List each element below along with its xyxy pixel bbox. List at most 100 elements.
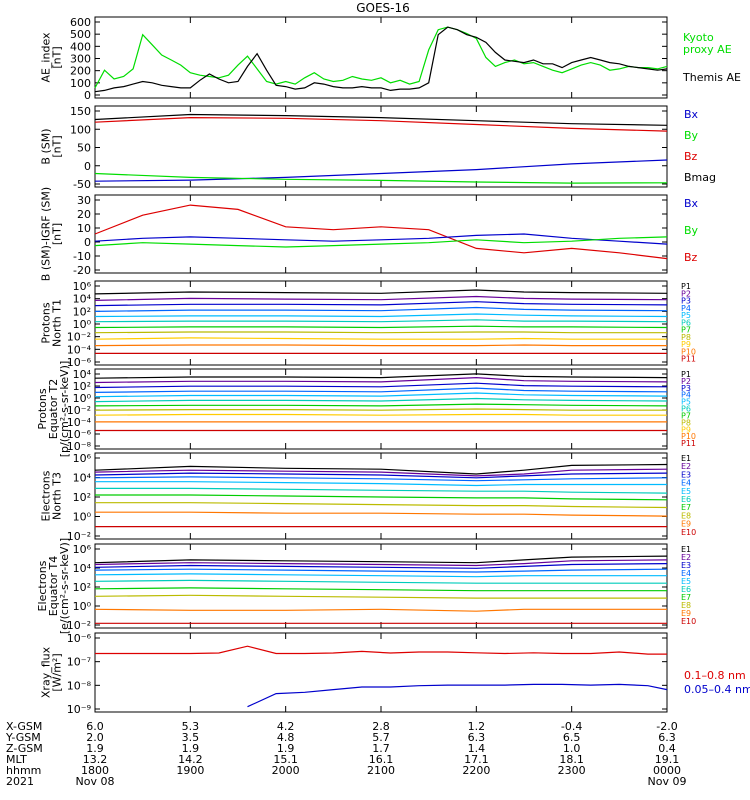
x-axis-row-label: Y-GSM [5, 731, 41, 744]
legend-entry: E3 [681, 561, 691, 570]
y-tick-label: 100 [70, 123, 91, 136]
series-line [94, 563, 668, 569]
legend-entry: E5 [681, 487, 691, 496]
legend-entry: E8 [681, 511, 691, 520]
legend-entry: E5 [681, 577, 691, 586]
y-axis-label: AE_index [40, 32, 53, 83]
y-tick-label: 30 [77, 194, 91, 207]
y-tick-label: 600 [70, 16, 91, 29]
series-line [94, 172, 668, 184]
legend-entry: E7 [681, 503, 691, 512]
panel-bsm: 150 100 50 0 -50 B (SM)[nT] Bx By Bz Bmag [40, 105, 717, 191]
series-line [94, 319, 668, 323]
series-line [94, 159, 668, 182]
legend-entry: proxy AE [683, 43, 732, 56]
series-line [94, 476, 668, 482]
x-axis-value: 14.2 [178, 753, 203, 766]
legend-entry: P8 [681, 418, 691, 427]
y-tick-label: 10² [73, 380, 91, 393]
x-axis-value: 2300 [558, 764, 586, 777]
legend-entry: Kyoto [683, 31, 714, 44]
x-axis-row-label: Z-GSM [6, 742, 43, 755]
legend-entry: By [684, 224, 699, 237]
y-tick-label: 20 [77, 208, 91, 221]
legend-entry: E6 [681, 495, 691, 504]
x-axis-value: 2000 [272, 764, 300, 777]
y-tick-label: 10⁻⁶ [67, 428, 92, 441]
y-axis-label: Equator T2 [47, 379, 60, 439]
legend-entry: P2 [681, 377, 691, 386]
y-axis-label: [W/m²] [51, 653, 64, 691]
x-axis-row-label: 2021 [6, 775, 34, 788]
series-line [94, 413, 667, 416]
series-line [94, 113, 668, 126]
y-tick-label: 10 [77, 222, 91, 235]
y-tick-label: 10⁻² [67, 619, 91, 632]
figure-title: GOES-16 [356, 1, 410, 15]
legend-entry: E9 [681, 609, 691, 618]
y-tick-label: 0 [84, 236, 91, 249]
x-axis-value: 1.9 [86, 742, 104, 755]
series-line [94, 301, 668, 307]
series-line [94, 116, 668, 132]
y-tick-label: 150 [70, 105, 91, 118]
series-line [95, 511, 668, 517]
legend-entry: P5 [681, 311, 691, 320]
y-axis-label: North T3 [51, 472, 64, 520]
series-line [95, 481, 667, 487]
legend-entry: Bz [684, 251, 698, 264]
y-axis-label: [e/(cm²-s-sr-keV)] [58, 538, 71, 634]
y-tick-label: -10 [73, 250, 91, 263]
x-axis-value: 6.0 [86, 720, 104, 733]
y-tick-label: 10² [73, 491, 91, 504]
y-axis-label: North T1 [51, 299, 64, 347]
x-axis-table: X-GSMY-GSMZ-GSMMLThhmm20216.02.01.913.21… [5, 720, 686, 788]
series-line [94, 472, 668, 479]
x-axis-value: 16.1 [369, 753, 394, 766]
x-axis-value: 5.3 [182, 720, 200, 733]
panel-frame [94, 632, 668, 713]
y-tick-label: 10⁻⁶ [67, 632, 92, 645]
y-tick-label: 10⁻⁴ [67, 416, 92, 429]
legend-entry: P8 [681, 333, 691, 342]
y-tick-label: 10⁶ [73, 543, 92, 556]
x-axis-value: 1.7 [372, 742, 390, 755]
y-axis-label: [nT] [51, 135, 64, 157]
series-line [94, 387, 668, 393]
x-axis-value: 6.3 [658, 731, 676, 744]
series-line [95, 645, 667, 655]
series-line [94, 236, 668, 248]
x-axis-date: Nov 08 [76, 775, 115, 788]
legend-entry: E4 [681, 569, 691, 578]
x-axis-value: 19.1 [655, 753, 680, 766]
series-line [94, 555, 668, 564]
series-line [94, 403, 668, 407]
legend-entry: P3 [681, 384, 691, 393]
series-line [94, 313, 668, 318]
x-axis-value: 6.3 [468, 731, 486, 744]
y-axis-label: Xray_flux [40, 646, 53, 698]
y-tick-label: 10⁴ [73, 472, 92, 485]
series-line [94, 594, 667, 599]
y-axis-label: [p/(cm²-s-sr-keV)] [58, 361, 71, 458]
x-axis-value: 6.5 [563, 731, 581, 744]
series-line [94, 408, 667, 411]
y-tick-label: 10⁰ [73, 511, 92, 524]
x-axis-value: 2200 [462, 764, 490, 777]
legend-entry: P1 [681, 370, 691, 379]
series-line [95, 494, 668, 501]
y-tick-label: 10⁻⁷ [67, 656, 91, 669]
legend-entry: P7 [681, 411, 691, 420]
series-line [94, 295, 668, 301]
legend-entry: E1 [681, 454, 691, 463]
y-tick-label: 10⁻⁶ [67, 356, 92, 369]
y-tick-label: 10⁰ [73, 600, 92, 613]
y-tick-label: 10⁻⁸ [67, 679, 92, 692]
y-tick-label: -50 [73, 178, 91, 191]
legend-entry: P1 [681, 282, 691, 291]
legend-entry: P3 [681, 297, 691, 306]
series-line [94, 463, 668, 475]
legend-entry: P4 [681, 391, 691, 400]
